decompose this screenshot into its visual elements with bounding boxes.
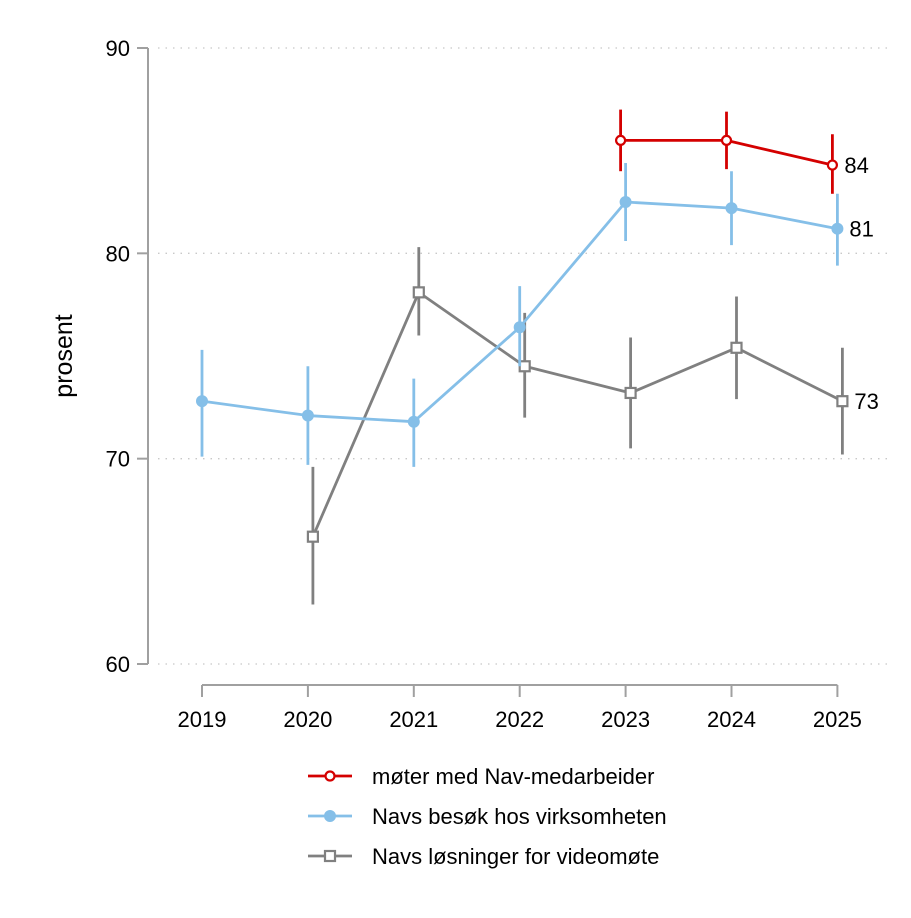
legend-swatch-marker <box>324 810 336 822</box>
x-tick-label: 2024 <box>707 707 756 732</box>
data-point <box>619 196 632 208</box>
end-value-label: 81 <box>849 217 873 242</box>
x-tick-label: 2022 <box>495 707 544 732</box>
legend-label: Navs løsninger for videomøte <box>372 844 659 869</box>
x-axis: 2019 2020 2021 2022 2023 2024 2025 <box>178 684 862 732</box>
series-group: 73 81 84 <box>196 109 879 605</box>
y-tick-label: 90 <box>106 36 130 61</box>
data-point <box>301 409 314 422</box>
data-point <box>826 159 839 171</box>
legend: møter med Nav-medarbeider Navs besøk hos … <box>308 764 667 869</box>
y-tick-label: 70 <box>106 447 130 472</box>
data-point <box>720 134 733 146</box>
data-point <box>725 202 738 215</box>
data-point <box>196 395 208 408</box>
x-tick-label: 2020 <box>283 707 332 732</box>
data-point <box>624 386 637 400</box>
legend-label: møter med Nav-medarbeider <box>372 764 654 789</box>
y-axis-title: prosent <box>50 314 78 397</box>
end-value-label: 84 <box>844 153 868 178</box>
legend-item: Navs løsninger for videomøte <box>308 844 659 869</box>
end-value-label: 73 <box>854 389 878 414</box>
y-tick-label: 80 <box>106 241 130 266</box>
data-point <box>730 341 743 354</box>
legend-item: møter med Nav-medarbeider <box>308 764 654 789</box>
legend-label: Navs besøk hos virksomheten <box>372 804 667 829</box>
x-tick-label: 2023 <box>601 707 650 732</box>
data-point <box>407 415 420 428</box>
x-tick-label: 2019 <box>178 707 227 732</box>
series-3: 73 <box>306 247 879 605</box>
series-1: 84 <box>614 109 869 194</box>
x-tick-label: 2021 <box>389 707 438 732</box>
data-point <box>614 134 627 146</box>
legend-item: Navs besøk hos virksomheten <box>308 804 667 829</box>
data-point <box>306 530 319 543</box>
gridlines <box>158 47 888 665</box>
data-point <box>518 360 531 373</box>
data-point <box>831 222 844 235</box>
data-point <box>836 395 849 408</box>
legend-swatch-marker <box>324 770 336 782</box>
legend-swatch-marker <box>323 849 337 863</box>
data-point <box>513 321 526 334</box>
x-tick-label: 2025 <box>813 707 862 732</box>
data-point <box>412 286 425 299</box>
series-line <box>311 290 844 538</box>
series-2: 81 <box>196 162 874 467</box>
y-axis: 60 70 80 90 <box>106 36 149 677</box>
y-tick-label: 60 <box>106 652 130 677</box>
